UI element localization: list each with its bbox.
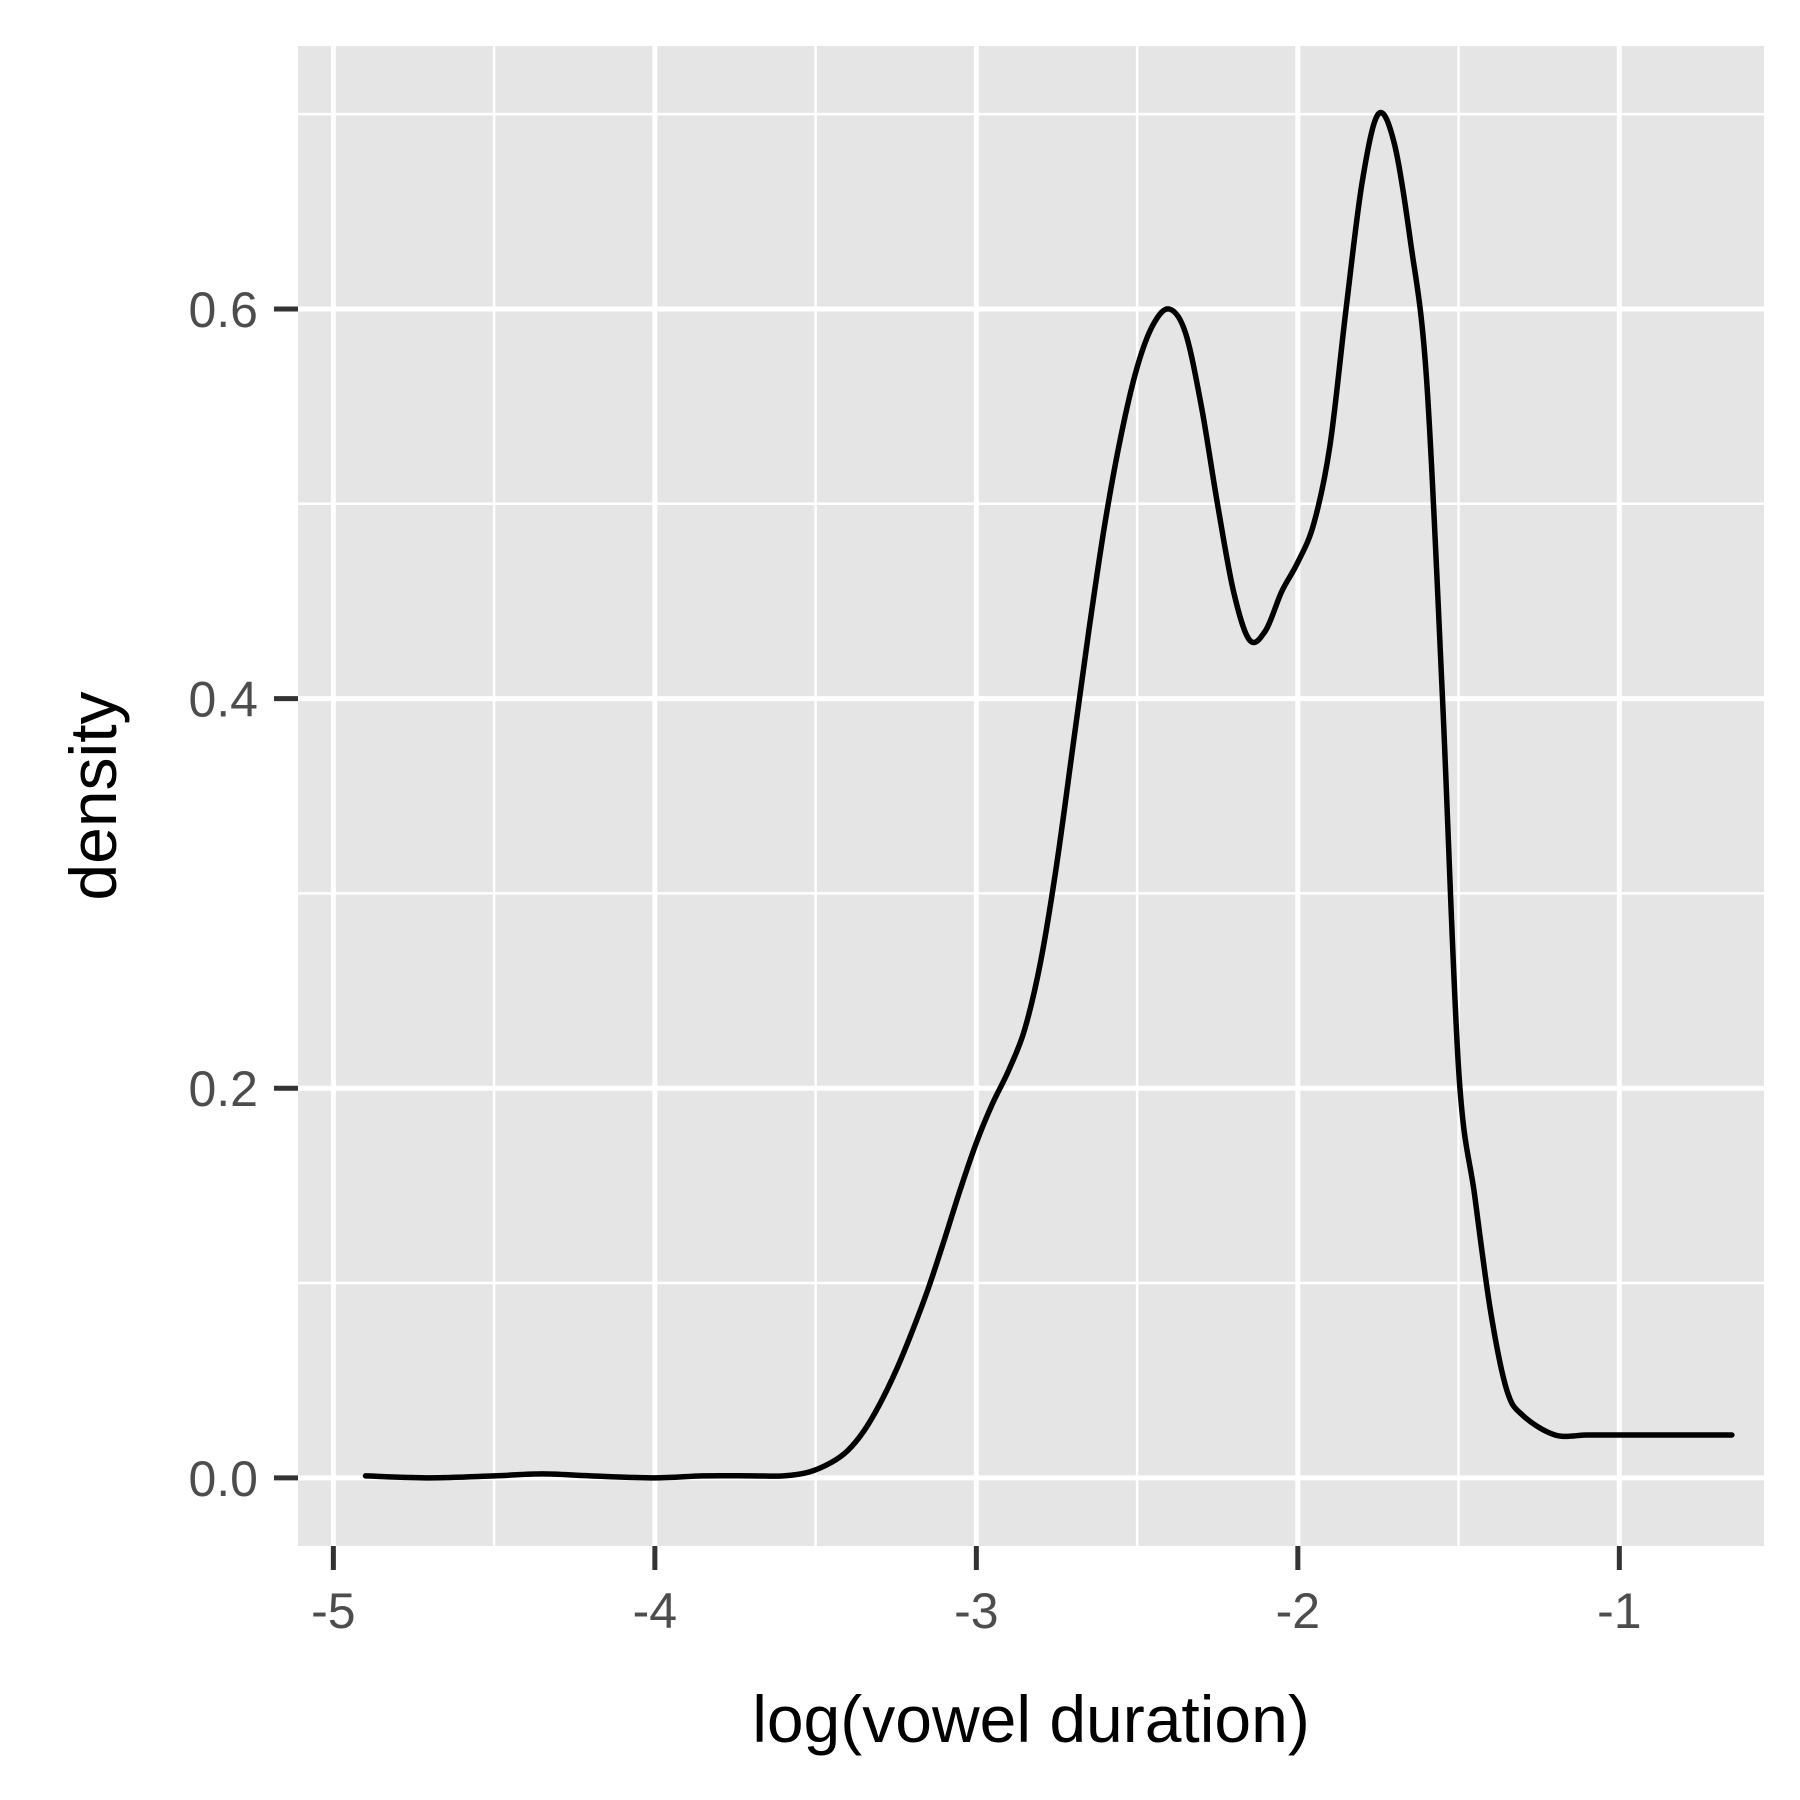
major-gridlines (298, 46, 1764, 1546)
x-tick-label: -2 (1276, 1583, 1320, 1639)
plot-panel (298, 46, 1764, 1546)
x-tick-label: -1 (1597, 1583, 1641, 1639)
x-axis-ticks: -5 -4 -3 -2 -1 (311, 1546, 1642, 1639)
x-axis-title: log(vowel duration) (752, 1682, 1310, 1756)
y-tick-label: 0.0 (188, 1451, 258, 1507)
minor-gridlines (298, 46, 1764, 1546)
y-axis-title: density (56, 691, 130, 900)
y-tick-label: 0.6 (188, 282, 258, 338)
y-tick-label: 0.2 (188, 1061, 258, 1117)
density-curve (362, 109, 1735, 1481)
x-tick-label: -5 (311, 1583, 355, 1639)
y-axis-ticks: 0.0 0.2 0.4 0.6 (188, 282, 298, 1507)
x-tick-label: -3 (954, 1583, 998, 1639)
y-tick-label: 0.4 (188, 672, 258, 728)
x-tick-label: -4 (633, 1583, 677, 1639)
